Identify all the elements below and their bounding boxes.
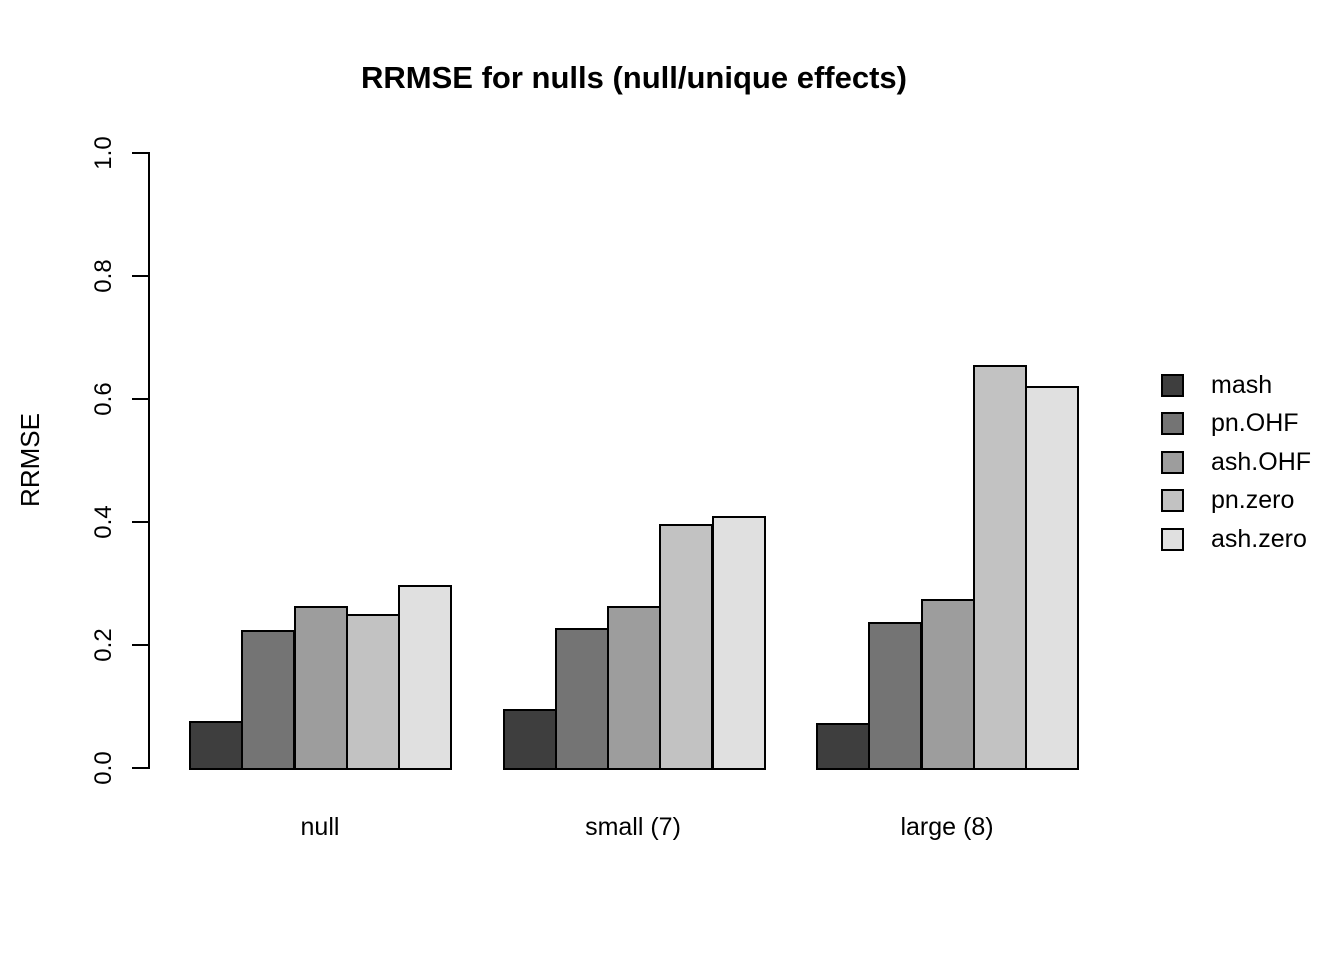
x-category-label: large (8) — [900, 813, 994, 841]
y-tick — [132, 275, 148, 277]
chart-title: RRMSE for nulls (null/unique effects) — [361, 60, 907, 95]
bar-ash.OHF-0 — [294, 606, 348, 770]
legend-swatch-ash.OHF — [1161, 451, 1184, 474]
legend-swatch-ash.zero — [1161, 528, 1184, 551]
legend-swatch-pn.zero — [1161, 489, 1184, 512]
x-category-label: null — [300, 813, 340, 841]
y-tick-label: 0.6 — [90, 382, 117, 416]
bar-ash.zero-0 — [398, 585, 452, 770]
y-axis-line — [148, 152, 150, 769]
bar-pn.OHF-1 — [555, 628, 609, 770]
legend-label-mash: mash — [1211, 371, 1273, 399]
bar-ash.zero-2 — [1025, 386, 1079, 770]
y-tick-label: 0.8 — [90, 259, 117, 293]
y-tick-label: 1.0 — [90, 136, 117, 170]
bar-ash.zero-1 — [712, 516, 766, 770]
y-tick — [132, 644, 148, 646]
y-tick — [132, 521, 148, 523]
legend-label-pn.zero: pn.zero — [1211, 486, 1295, 514]
legend-swatch-pn.OHF — [1161, 412, 1184, 435]
bar-mash-2 — [816, 723, 870, 770]
bar-mash-0 — [189, 721, 243, 770]
y-tick — [132, 152, 148, 154]
legend-label-ash.OHF: ash.OHF — [1211, 448, 1312, 476]
y-tick-label: 0.0 — [90, 751, 117, 785]
bar-ash.OHF-2 — [921, 599, 975, 770]
bar-pn.OHF-0 — [241, 630, 295, 770]
y-axis-label: RRMSE — [14, 413, 45, 507]
legend-label-pn.OHF: pn.OHF — [1211, 409, 1299, 437]
bar-mash-1 — [503, 709, 557, 770]
y-tick — [132, 398, 148, 400]
y-tick — [132, 767, 148, 769]
bar-ash.OHF-1 — [607, 606, 661, 770]
bar-pn.zero-0 — [346, 614, 400, 770]
bar-pn.zero-1 — [659, 524, 713, 770]
y-tick-label: 0.2 — [90, 628, 117, 662]
legend-swatch-mash — [1161, 374, 1184, 397]
x-category-label: small (7) — [585, 813, 681, 841]
y-tick-label: 0.4 — [90, 505, 117, 539]
bar-pn.OHF-2 — [868, 622, 922, 770]
bar-pn.zero-2 — [973, 365, 1027, 770]
legend-label-ash.zero: ash.zero — [1211, 525, 1307, 553]
